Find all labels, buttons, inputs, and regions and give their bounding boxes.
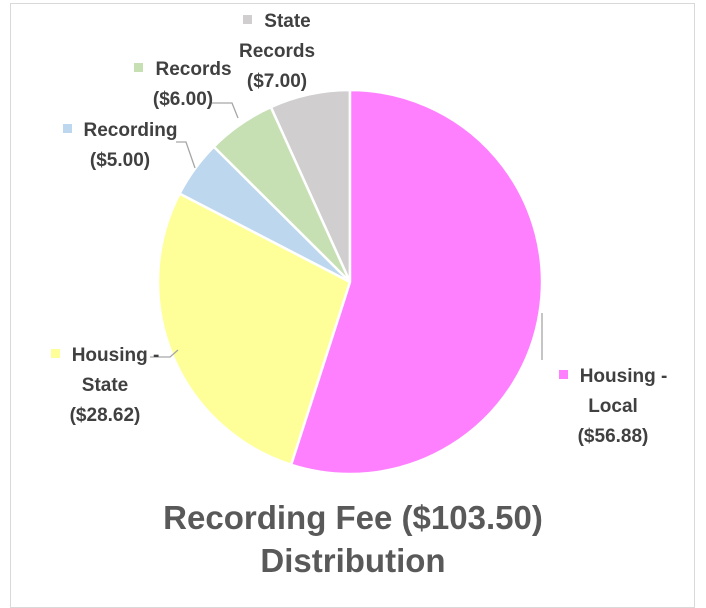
label-value: ($7.00) <box>246 71 308 92</box>
leader-line <box>176 141 196 169</box>
label-name: Recording <box>83 120 178 141</box>
label-value: ($5.00) <box>89 150 151 171</box>
label-value: ($28.62) <box>69 405 141 426</box>
label-name: Housing - State <box>71 345 160 396</box>
leader-line <box>150 349 179 358</box>
leader-lines <box>150 102 543 360</box>
legend-marker <box>50 349 60 359</box>
legend-marker <box>558 370 568 380</box>
data-label: State Records ($7.00) <box>212 7 342 97</box>
legend-marker <box>62 124 72 134</box>
label-name: Records <box>155 59 232 80</box>
pie-slice <box>289 88 544 476</box>
legend-marker <box>243 15 253 25</box>
label-value: ($6.00) <box>152 89 214 110</box>
data-label: Housing - Local ($56.88) <box>548 362 678 452</box>
label-name: State Records <box>238 11 316 62</box>
label-value: ($56.88) <box>577 426 649 447</box>
chart-title: Recording Fee ($103.50) Distribution <box>163 499 543 579</box>
leader-line <box>212 102 239 119</box>
data-label: Recording ($5.00) <box>40 116 200 176</box>
data-label: Records ($6.00) <box>118 55 248 115</box>
data-label: Housing - State ($28.62) <box>30 341 180 431</box>
legend-marker <box>134 63 144 73</box>
label-name: Housing - Local <box>579 366 668 417</box>
